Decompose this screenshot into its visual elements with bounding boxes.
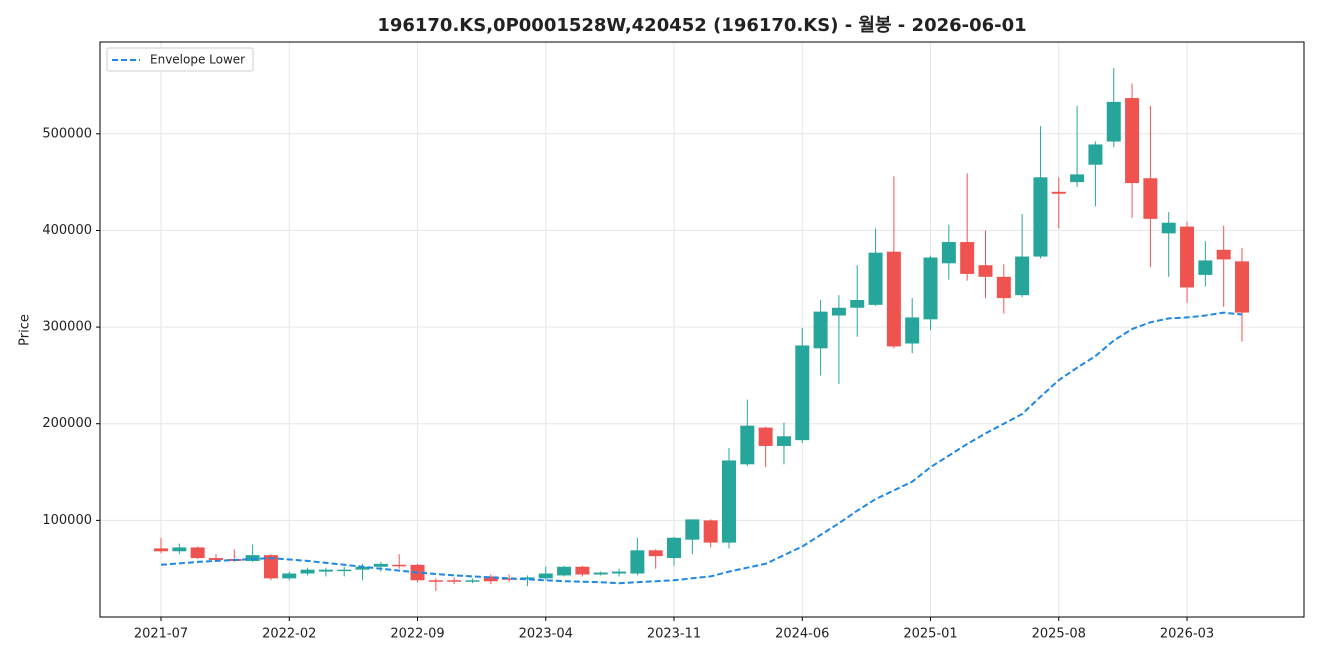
candle-body (721, 460, 736, 543)
y-axis-label: Price (18, 314, 33, 346)
candle-body (868, 252, 883, 305)
x-tick-label: 2022-02 (262, 627, 316, 642)
x-tick-label: 2025-01 (903, 627, 957, 642)
candle-body (813, 311, 828, 349)
candle-body (978, 265, 993, 277)
candle-body (1216, 249, 1231, 260)
candle-body (941, 242, 956, 264)
x-tick-label: 2023-04 (519, 627, 573, 642)
candle-body (318, 569, 333, 572)
candle-body (1198, 260, 1213, 275)
candle-body (1033, 177, 1048, 257)
candle-body (373, 563, 388, 567)
candle-body (282, 573, 297, 579)
legend-box (106, 47, 254, 72)
candle-body (1051, 191, 1066, 194)
y-tick-label: 300000 (42, 320, 92, 335)
candle-body (300, 569, 315, 574)
candle-body (923, 257, 938, 320)
candle-body (1161, 222, 1176, 234)
candle-body (1015, 256, 1030, 296)
x-tick-label: 2026-03 (1160, 627, 1214, 642)
y-tick-label: 500000 (42, 126, 92, 141)
candle-body (263, 555, 278, 579)
candle-body (740, 425, 755, 465)
candle-body (795, 345, 810, 441)
candle-body (850, 300, 865, 308)
candle-body (648, 550, 663, 557)
candle-body (337, 569, 352, 572)
candle-body (483, 576, 498, 582)
candle-body (1106, 101, 1121, 142)
candle-body (428, 580, 443, 582)
candle-body (593, 572, 608, 575)
y-tick-label: 400000 (42, 223, 92, 238)
candle-body (776, 436, 791, 446)
candle-body (1125, 98, 1140, 184)
candle-body (190, 547, 205, 559)
candle-body (612, 571, 627, 574)
candle-body (208, 558, 223, 560)
candle-body (1180, 226, 1195, 288)
candle-body (758, 427, 773, 446)
x-tick-label: 2021-07 (134, 627, 188, 642)
chart-title: 196170.KS,0P0001528W,420452 (196170.KS) … (377, 15, 1026, 36)
candle-body (630, 550, 645, 574)
x-tick-label: 2023-11 (647, 627, 701, 642)
x-tick-label: 2025-08 (1032, 627, 1086, 642)
candle-body (1143, 178, 1158, 219)
candle-body (502, 578, 517, 580)
legend: Envelope Lower (106, 47, 254, 72)
candle-body (465, 580, 480, 582)
candle-body (520, 577, 535, 580)
candle-body (1088, 144, 1103, 165)
x-tick-label: 2022-09 (390, 627, 444, 642)
candle-body (685, 519, 700, 540)
y-tick-label: 200000 (42, 416, 92, 431)
candle-body (154, 548, 168, 552)
candle-body (905, 317, 920, 344)
line-series (160, 311, 1243, 585)
candle-body (1070, 174, 1085, 183)
candle-body (392, 564, 407, 567)
candle-body (575, 566, 590, 575)
candle-body (557, 566, 572, 576)
candle-body (960, 242, 975, 274)
candle-body (703, 520, 718, 543)
x-tick-label: 2024-06 (775, 627, 829, 642)
candle-body (831, 307, 846, 316)
legend-label: Envelope Lower (150, 53, 245, 67)
candle-body (172, 547, 187, 552)
plot-frame (99, 41, 1305, 618)
candle-body (1235, 261, 1249, 313)
candle-body (886, 251, 901, 347)
candle-body (667, 537, 682, 559)
candle-body (996, 276, 1011, 299)
candle-body (538, 573, 553, 579)
y-tick-label: 100000 (42, 513, 92, 528)
candle-body (355, 566, 370, 570)
candle-body (447, 580, 462, 582)
